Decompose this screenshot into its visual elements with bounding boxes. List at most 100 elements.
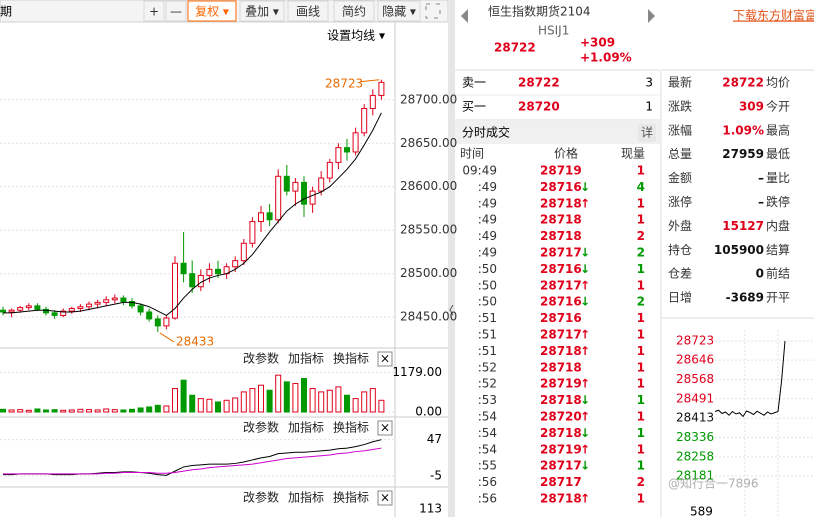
toolbar-button-bg: [377, 0, 421, 22]
volume-bar: [111, 409, 118, 413]
trade-price: 28720: [540, 410, 582, 424]
panel-close[interactable]: ×: [380, 352, 390, 366]
candle-body: [352, 132, 359, 153]
candle-body: [344, 147, 350, 153]
y-tick-label: -5: [430, 469, 442, 483]
prev-arrow[interactable]: [461, 9, 468, 23]
stat-label2: 量比: [766, 171, 790, 185]
close-box[interactable]: [377, 420, 393, 436]
volume-bar: [60, 409, 67, 413]
detail-box[interactable]: [638, 124, 656, 142]
panel-button[interactable]: 改参数: [243, 420, 279, 435]
y-tick-label: 28700.00: [400, 92, 457, 106]
panel-button[interactable]: 改参数: [243, 490, 279, 505]
panel-button[interactable]: 换指标: [333, 351, 369, 366]
volume-bar: [77, 408, 84, 413]
volume-bar: [369, 388, 376, 413]
splitter-arrow: [449, 304, 454, 316]
volume-bar: [86, 409, 92, 413]
candle-body: [25, 305, 32, 309]
order-price: 28722: [518, 76, 560, 90]
panel-button[interactable]: 加指标: [288, 420, 324, 435]
candle-body: [103, 299, 110, 303]
download-link[interactable]: 下载东方财富富: [733, 8, 814, 23]
candle-body: [146, 311, 153, 320]
candle-body: [129, 301, 135, 307]
panel-close[interactable]: ×: [380, 491, 390, 505]
ma-setting[interactable]: 设置均线 ▾: [327, 29, 385, 43]
volume-bar: [43, 409, 49, 413]
y-tick-label: 28550.00: [400, 223, 457, 237]
trades-column: 价格: [554, 146, 578, 161]
toolbar-button[interactable]: 叠加 ▾: [245, 5, 279, 19]
trade-qty: 1: [637, 360, 645, 374]
panel-button[interactable]: 加指标: [288, 490, 324, 505]
splitter[interactable]: [448, 0, 455, 517]
volume-bar: [129, 408, 135, 413]
order-label: 买一: [462, 100, 486, 114]
quote-code: HSIJ1: [538, 24, 569, 38]
y-tick-label: 28258: [676, 449, 714, 463]
volume-bar: [275, 374, 282, 413]
trade-qty: 1: [637, 442, 645, 456]
order-qty: 3: [645, 76, 653, 90]
trade-dir: ↑: [580, 492, 590, 506]
volume-bar: [0, 408, 6, 413]
toolbar-button-bg: [143, 0, 165, 22]
trade-price: 28718: [540, 426, 582, 440]
panel-close[interactable]: ×: [380, 421, 390, 435]
toolbar-button[interactable]: 画线: [296, 5, 320, 19]
volume-bar: [180, 379, 187, 413]
volume-bar: [103, 408, 110, 413]
toolbar-button-bg: [187, 0, 237, 22]
candle-body: [51, 312, 58, 316]
trade-dir: ↓: [580, 393, 590, 407]
candle-body: [318, 177, 325, 192]
trade-price: 28718: [540, 393, 582, 407]
panel-button[interactable]: 改参数: [243, 351, 279, 366]
trade-qty: 1: [637, 262, 645, 276]
volume-bar: [172, 388, 178, 413]
trade-price: 28717: [540, 278, 582, 292]
stat-label2: 均价: [766, 76, 790, 90]
stat-label: 涨停: [668, 194, 692, 209]
panel-button[interactable]: 加指标: [288, 351, 324, 366]
volume-tick-label: 589: [690, 505, 713, 517]
trade-dir: ↑: [580, 328, 590, 342]
quote-change-pct: +1.09%: [580, 51, 632, 65]
candle-body: [137, 305, 144, 313]
volume-bar: [378, 399, 385, 413]
volume-bar: [240, 391, 247, 413]
panel-button[interactable]: 换指标: [333, 420, 369, 435]
trade-dir: ↓: [580, 426, 590, 440]
dif-line: [3, 439, 382, 476]
trade-qty: 1: [637, 459, 645, 473]
y-tick-label: 113: [419, 502, 442, 516]
stat-label2: 跌停: [766, 194, 790, 209]
trades-detail[interactable]: 详: [641, 125, 653, 140]
expand-icon[interactable]: [425, 3, 441, 19]
toolbar-button[interactable]: +: [149, 5, 159, 19]
close-box[interactable]: [377, 490, 393, 506]
y-tick-label: 28600.00: [400, 179, 457, 193]
trade-dir: ↑: [580, 377, 590, 391]
next-arrow[interactable]: [648, 9, 655, 23]
panel-button[interactable]: 换指标: [333, 490, 369, 505]
volume-bar: [326, 389, 333, 413]
volume-bar: [266, 389, 273, 413]
volume-bar: [51, 409, 58, 413]
order-label: 卖一: [462, 76, 486, 90]
trade-qty: 2: [637, 295, 645, 309]
trade-time: :54: [478, 426, 497, 440]
y-tick-label: 28450.00: [400, 310, 457, 324]
trade-time: :56: [478, 475, 497, 489]
toolbar-button[interactable]: 简约: [342, 4, 366, 19]
volume-bar: [301, 378, 307, 413]
candle-body: [275, 175, 282, 221]
candle-body: [60, 310, 67, 316]
toolbar-button[interactable]: 复权 ▾: [195, 5, 229, 19]
close-box[interactable]: [377, 351, 393, 367]
toolbar-button[interactable]: —: [170, 5, 182, 19]
toolbar-button[interactable]: 隐藏 ▾: [382, 5, 416, 19]
